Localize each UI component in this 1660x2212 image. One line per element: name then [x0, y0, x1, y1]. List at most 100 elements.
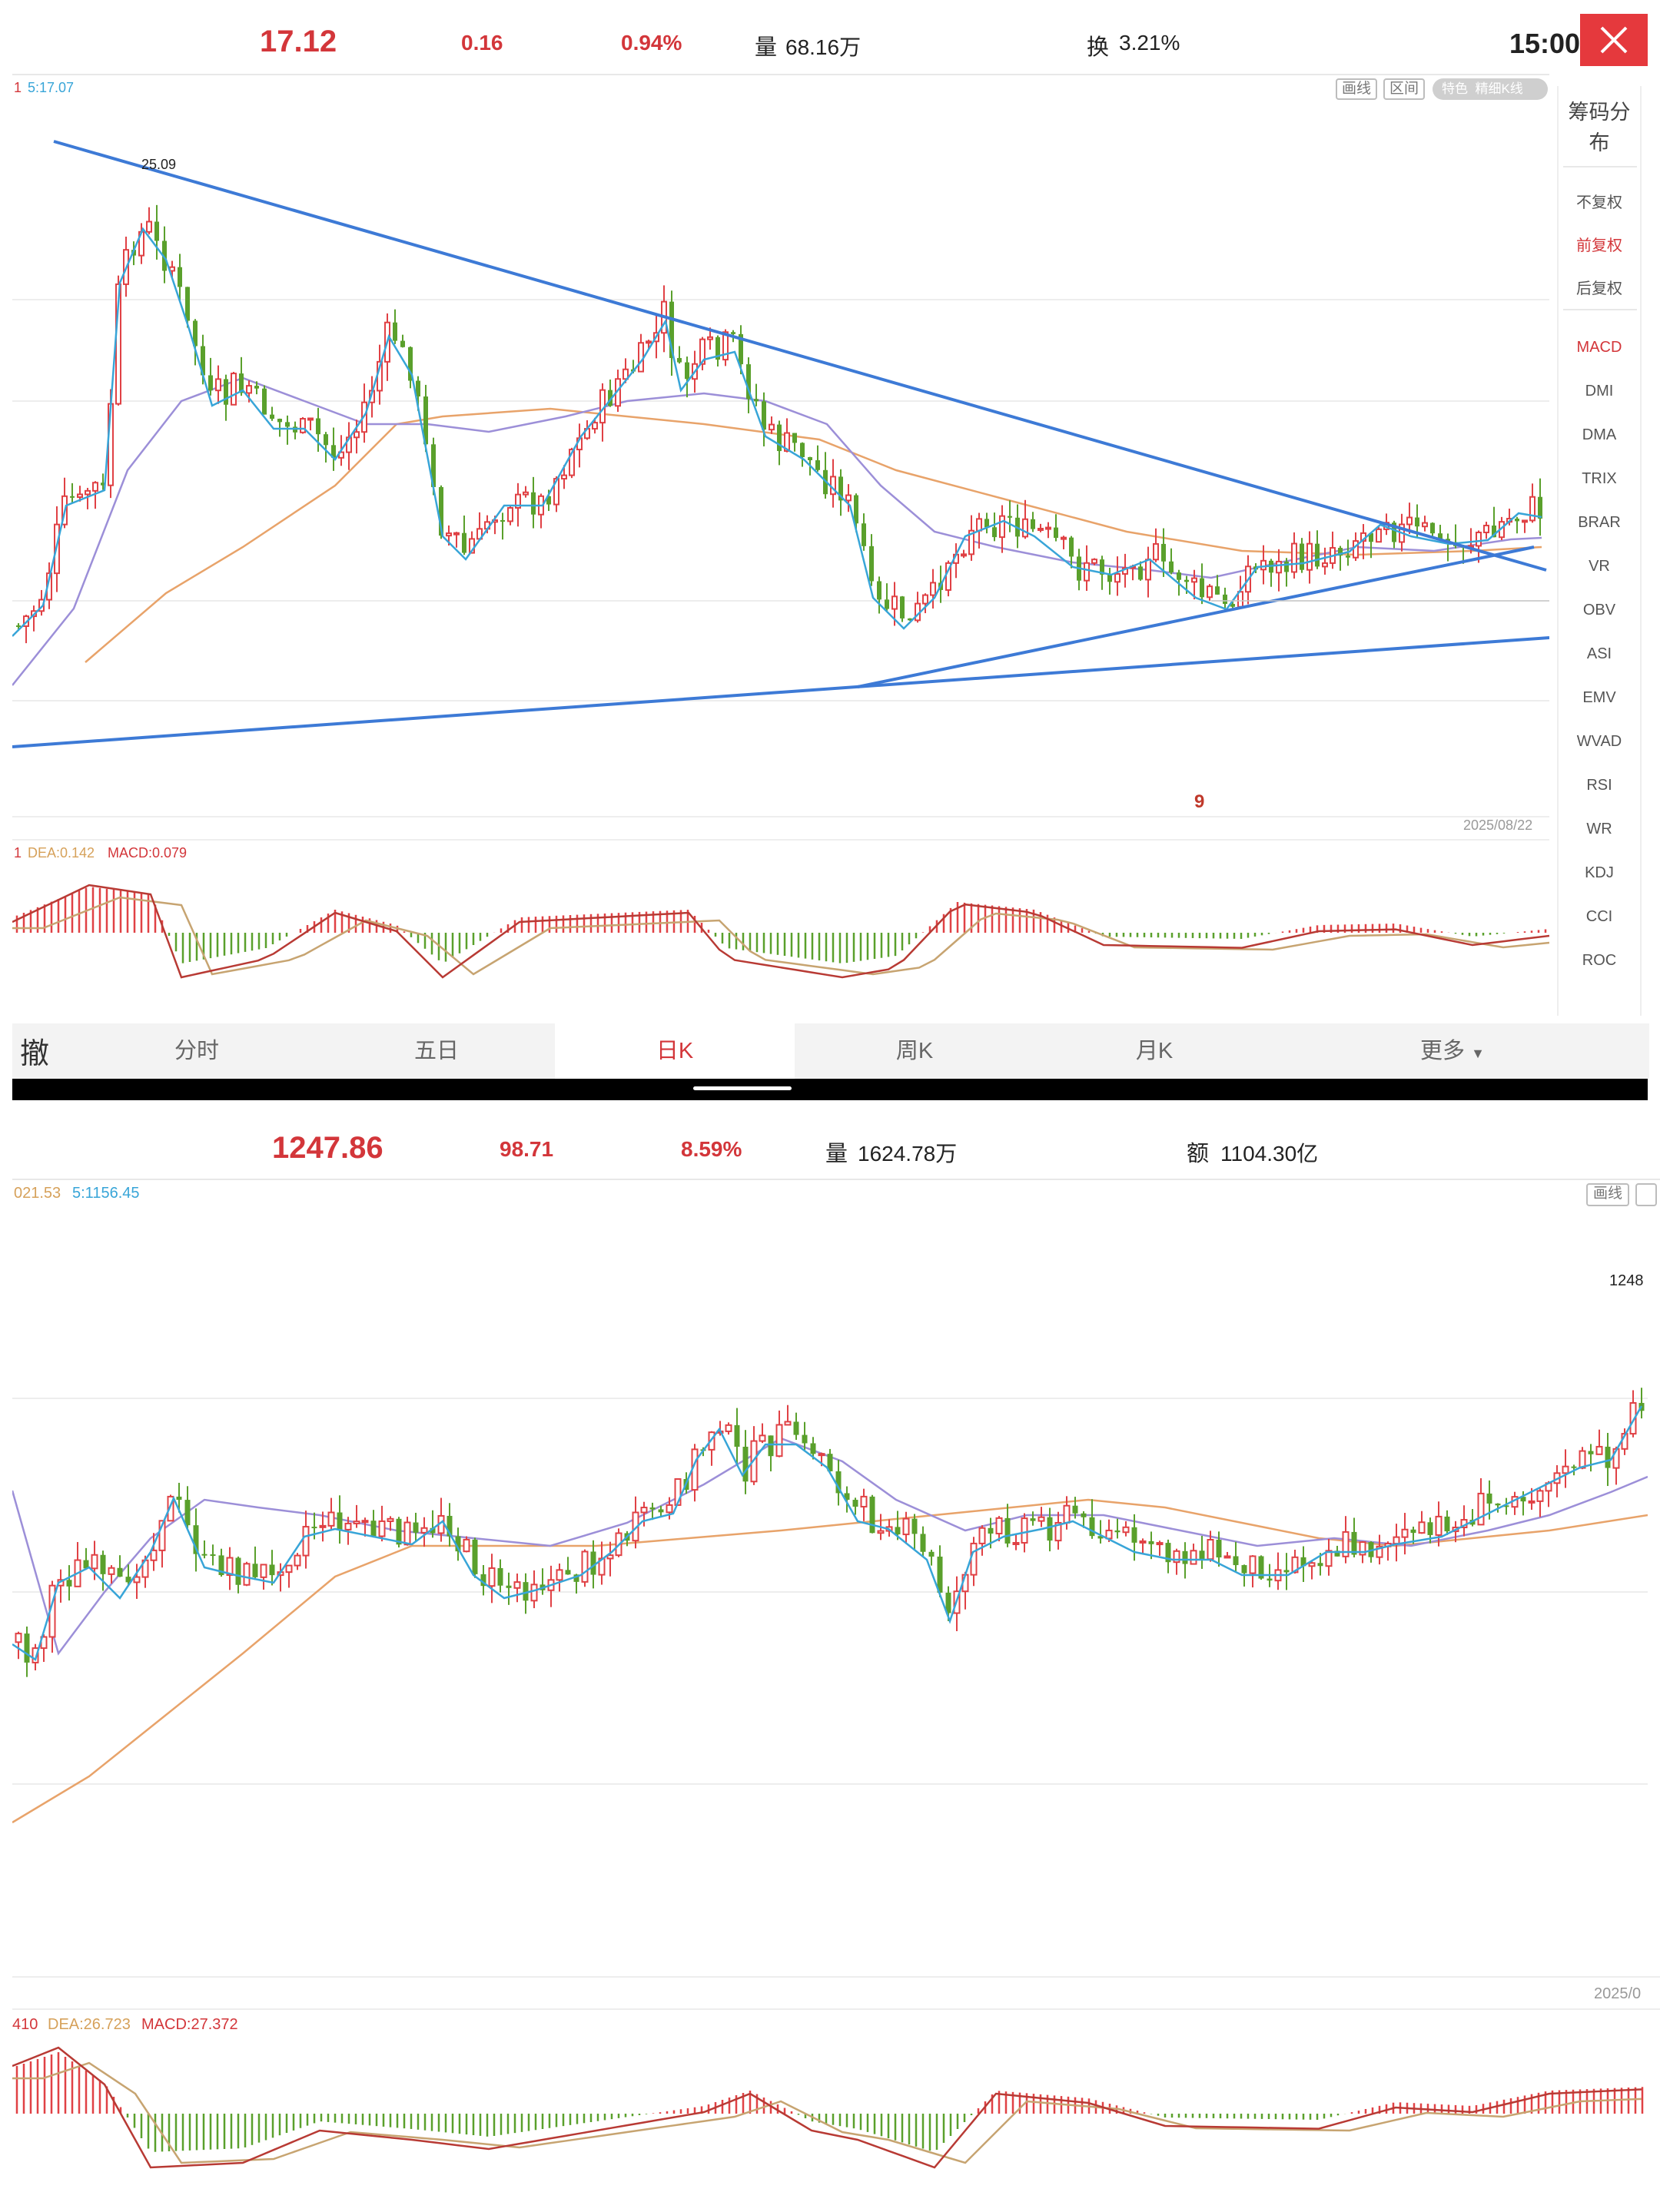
candle-body	[731, 332, 735, 334]
candle-body	[85, 489, 91, 496]
sidebar-item-trix[interactable]: TRIX	[1582, 470, 1617, 487]
sidebar-item-roc[interactable]: ROC	[1582, 952, 1617, 969]
candle-body	[608, 390, 613, 406]
sidebar-item-kdj[interactable]: KDJ	[1585, 864, 1614, 881]
candle-body	[1595, 1445, 1603, 1455]
candle-body	[523, 1582, 529, 1601]
candle-body	[1300, 543, 1304, 570]
candle-body	[455, 1536, 461, 1552]
candle-body	[1260, 559, 1267, 571]
candle-body	[108, 1567, 115, 1575]
sidebar-item-wr[interactable]: WR	[1586, 821, 1612, 837]
bottom-draw-line-button[interactable]: 画线	[1586, 1183, 1629, 1206]
candle-body	[361, 1520, 369, 1524]
candle-body	[523, 491, 529, 496]
candle-body	[1629, 1401, 1637, 1435]
sidebar-item-cci[interactable]: CCI	[1585, 908, 1613, 925]
sidebar-item-emv[interactable]: EMV	[1582, 689, 1616, 706]
candle-body	[307, 417, 314, 421]
sidebar-item-no-adjust[interactable]: 不复权	[1576, 194, 1622, 211]
sidebar-item-macd[interactable]: MACD	[1576, 339, 1622, 356]
tab-daily-k[interactable]: 日K	[656, 1039, 694, 1063]
candle-body	[1030, 1518, 1036, 1521]
tab-weekly-k[interactable]: 周K	[895, 1039, 934, 1063]
candle-body	[337, 1512, 343, 1530]
candle-body	[1306, 542, 1313, 571]
candle-body	[1021, 1517, 1028, 1544]
close-button[interactable]	[1580, 14, 1648, 66]
sidebar-item-obv[interactable]: OBV	[1582, 602, 1616, 618]
tab-more[interactable]: 更多 ▼	[1337, 1025, 1568, 1077]
candle-body	[978, 1527, 986, 1544]
kline-type-toggle[interactable]: 特色 精细K线	[1433, 78, 1548, 100]
sidebar-item-forward-adjust[interactable]: 前复权	[1576, 237, 1622, 254]
candle-body	[1418, 1521, 1426, 1534]
candle-body	[1430, 522, 1435, 534]
cancel-button[interactable]: 撤	[20, 1038, 50, 1070]
candle-body	[167, 1495, 174, 1522]
candle-body	[722, 331, 729, 361]
candle-body	[507, 506, 513, 522]
candle-body	[1241, 1565, 1247, 1574]
candle-body	[746, 364, 751, 400]
candle-body	[1100, 559, 1104, 575]
tab-five-day[interactable]: 五日	[413, 1039, 459, 1063]
sidebar-item-brar[interactable]: BRAR	[1578, 514, 1621, 531]
draw-line-button[interactable]: 画线	[1336, 78, 1377, 100]
bottom-range-button[interactable]	[1635, 1183, 1657, 1206]
sidebar-item-asi[interactable]: ASI	[1586, 645, 1612, 662]
candle-body	[1605, 1446, 1611, 1468]
bottom-macd-chart[interactable]	[12, 2038, 1648, 2207]
candle-body	[992, 527, 997, 538]
candle-body	[1334, 1550, 1340, 1557]
candle-body	[117, 1567, 123, 1577]
candle-body	[1528, 1500, 1536, 1504]
candle-body	[1315, 543, 1320, 567]
ma20-line	[12, 1498, 1648, 1824]
drag-handle-icon[interactable]	[693, 1086, 792, 1090]
tab-intraday[interactable]: 分时	[174, 1039, 219, 1063]
candle-body	[928, 1551, 935, 1557]
sidebar-item-dma[interactable]: DMA	[1582, 426, 1617, 443]
top-kline-chart[interactable]: 25.09 9	[12, 101, 1549, 816]
candle-body	[32, 1647, 39, 1663]
chip-distribution-line2[interactable]: 布	[1589, 131, 1610, 154]
candle-body	[201, 1554, 208, 1556]
candle-body	[1008, 516, 1012, 518]
candle-body	[1045, 526, 1051, 530]
sidebar-item-backward-adjust[interactable]: 后复权	[1576, 280, 1622, 297]
candle-body	[742, 1446, 749, 1482]
bottom-kline-chart[interactable]: 1248	[12, 1208, 1648, 1975]
tab-monthly-k[interactable]: 月K	[1135, 1039, 1174, 1063]
sidebar-item-rsi[interactable]: RSI	[1586, 777, 1612, 794]
sidebar-item-dmi[interactable]: DMI	[1585, 383, 1614, 400]
candle-body	[1089, 1517, 1095, 1537]
candle-body	[239, 373, 244, 393]
top-turnover-value: 3.21%	[1119, 31, 1180, 55]
candle-body	[1173, 1550, 1180, 1564]
candle-body	[1122, 1526, 1130, 1534]
top-macd-chart[interactable]	[12, 864, 1549, 1017]
sidebar-item-vr[interactable]: VR	[1589, 558, 1610, 575]
candle-body	[1038, 1516, 1045, 1522]
candle-body	[1415, 517, 1419, 527]
top-kline-svg	[12, 140, 1549, 748]
top-high-label: 25.09	[141, 157, 177, 172]
chip-distribution-line1[interactable]: 筹码分	[1568, 101, 1631, 124]
candle-body	[1148, 1540, 1154, 1544]
candle-body	[1114, 1530, 1120, 1533]
candle-body	[224, 379, 228, 405]
candle-body	[1291, 542, 1297, 573]
split-divider[interactable]	[12, 1079, 1648, 1100]
sidebar-item-wvad[interactable]: WVAD	[1576, 733, 1622, 750]
candle-body	[158, 1520, 166, 1551]
candle-body	[808, 457, 812, 461]
candle-body	[784, 1421, 792, 1426]
candle-body	[792, 433, 797, 443]
close-icon	[1600, 26, 1628, 54]
candle-body	[1182, 1550, 1188, 1564]
candle-body	[1338, 548, 1343, 556]
top-date-label: 2025/08/22	[1463, 817, 1533, 833]
range-button[interactable]: 区间	[1383, 78, 1425, 100]
candle-body	[1169, 561, 1174, 573]
